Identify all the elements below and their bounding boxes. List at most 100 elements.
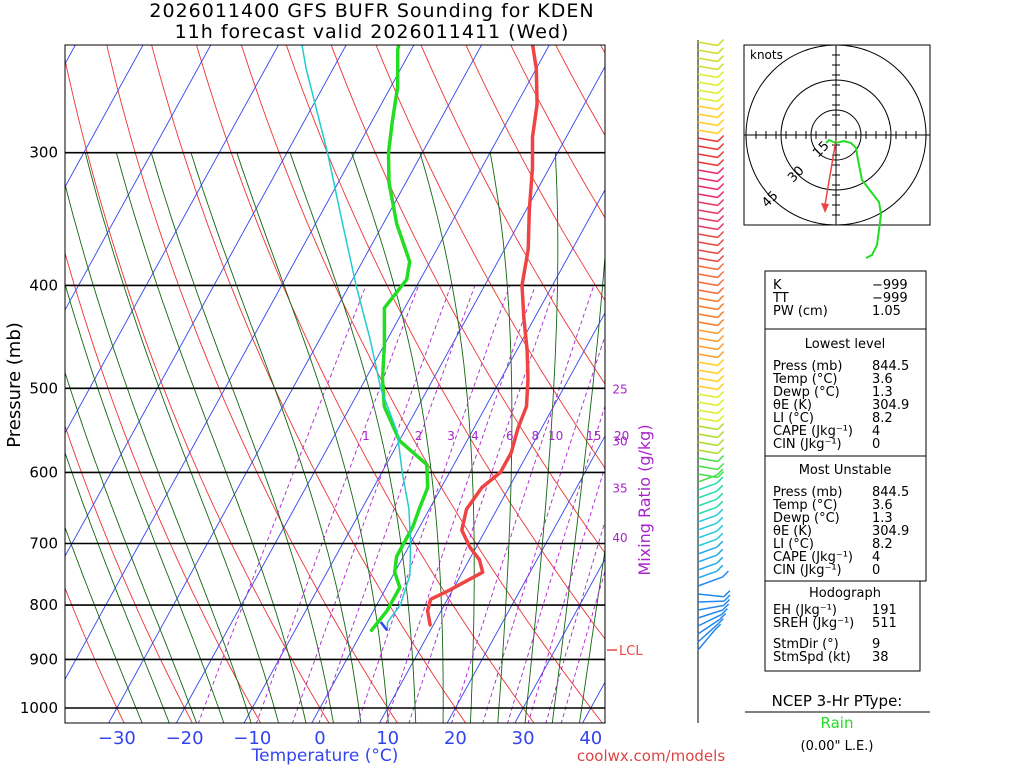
wind-barb [697, 593, 724, 598]
wind-barb [697, 97, 718, 103]
wind-barb [697, 289, 718, 295]
moist-adiabat [190, 152, 362, 723]
hodo-row-value: 511 [872, 616, 897, 631]
wind-barb [697, 177, 718, 183]
moist-adiabat [115, 152, 307, 723]
wind-barb-feather [717, 342, 725, 351]
pressure-tick-label: 500 [29, 379, 58, 397]
wind-barb-feather [717, 302, 725, 311]
source-credit: coolwx.com/models [577, 747, 725, 765]
wind-barb [697, 145, 718, 151]
lowest-row-label: CAPE (Jkg⁻¹) [773, 424, 853, 439]
lowest-row-value: 4 [872, 424, 880, 439]
hodograph-trace [825, 138, 883, 259]
lowest-row-value: 844.5 [872, 359, 909, 374]
wind-barb [697, 121, 718, 127]
mixing-ratio-tick-label: 3 [447, 429, 455, 443]
wind-barb-feather [717, 318, 725, 327]
wind-barb [697, 514, 718, 523]
dry-adiabat [600, 45, 605, 54]
wind-barb [697, 41, 718, 47]
index-row-value: −999 [872, 291, 908, 306]
dry-adiabat [555, 45, 605, 137]
wind-barb-feather [717, 430, 725, 439]
dry-adiabat [465, 45, 605, 302]
index-row-label: PW (cm) [773, 304, 828, 319]
hodograph-stats-header: Hodograph [809, 586, 881, 601]
unstable-row-value: 304.9 [872, 524, 909, 539]
unstable-row-label: CIN (Jkg⁻¹) [773, 563, 842, 578]
skewt-labels: 1000900800700600500400300200−30−20−10010… [20, 144, 630, 749]
wind-barb [697, 249, 718, 255]
dry-adiabat [420, 45, 605, 385]
wind-barb-feather [714, 623, 722, 631]
wind-barb-feather [717, 374, 725, 383]
wind-barb-feather [716, 484, 724, 492]
wind-barb-feather [717, 246, 725, 255]
wind-barb-feather [717, 166, 725, 175]
hodo-row-label: StmDir (°) [773, 637, 839, 652]
hodograph: knots 15 30 45 [743, 44, 931, 259]
wind-barb-feather [717, 230, 725, 239]
hodo-row-label: EH (Jkg⁻¹) [773, 603, 837, 618]
storm-motion-vector [824, 139, 837, 206]
wind-barb [697, 600, 725, 603]
wind-barb-feather [716, 548, 724, 556]
wind-barb [697, 369, 718, 375]
wind-barb-feather [716, 476, 724, 484]
unstable-row-value: 8.2 [872, 537, 893, 552]
isotherm [175, 45, 550, 723]
wind-barb-feather [717, 326, 725, 335]
wind-barb [697, 153, 718, 159]
mixing-ratio-line [482, 334, 605, 723]
wind-barb-feather [717, 406, 725, 415]
wind-barb-feather [716, 532, 724, 540]
wind-barbs [697, 38, 731, 651]
unstable-row-value: 1.3 [872, 511, 893, 526]
unstable-row-value: 4 [872, 550, 880, 565]
isotherm [0, 0, 227, 731]
unstable-row-value: 3.6 [872, 498, 893, 513]
storm-motion-arrowhead [821, 203, 829, 213]
wind-barb-feather [717, 286, 725, 295]
moist-adiabat [579, 547, 605, 723]
wind-barb-feather [717, 54, 725, 63]
moist-adiabat [65, 451, 170, 723]
dry-adiabat [285, 45, 605, 640]
mixing-ratio-tick-label: 6 [506, 429, 514, 443]
dry-adiabat [510, 45, 605, 219]
wind-barb [697, 209, 718, 215]
wind-barb-feather [717, 46, 725, 55]
wind-barb-feather [721, 570, 729, 578]
profile-dewpoint [369, 45, 430, 633]
wind-barb [697, 449, 718, 455]
moist-adiabat [84, 152, 280, 723]
wind-barb [697, 105, 718, 111]
wind-barb [697, 137, 718, 143]
moist-adiabat [236, 152, 389, 723]
dry-adiabat [65, 57, 330, 723]
wind-barb-feather [717, 438, 725, 447]
mixing-ratio-line [560, 569, 605, 723]
hodo-row-value: 38 [872, 650, 889, 665]
isotherm [108, 45, 483, 723]
hodo-row-label: StmSpd (kt) [773, 650, 851, 665]
unstable-row-label: Press (mb) [773, 485, 842, 500]
x-axis-label: Temperature (°C) [251, 746, 399, 766]
mixing-ratio-line [507, 404, 605, 723]
wind-barb [697, 169, 718, 175]
profile-temperature [425, 45, 539, 627]
dry-adiabat [65, 586, 125, 723]
mixing-ratio-tick-label: 40 [612, 531, 627, 545]
indices-rows: K −999 TT −999 PW (cm) 1.05 Lowest level Press … [772, 278, 909, 665]
mixing-ratio-tick-label: 10 [548, 429, 563, 443]
wind-barb [697, 498, 718, 507]
profile-parcel [301, 45, 412, 632]
moist-adiabat [351, 152, 444, 723]
wind-barb-feather [717, 390, 725, 399]
lcl-marker: LCL [607, 644, 643, 659]
moist-adiabat [65, 525, 143, 723]
wind-barb [697, 433, 718, 439]
dry-adiabat [196, 45, 535, 723]
pressure-tick-label: 700 [29, 534, 58, 552]
